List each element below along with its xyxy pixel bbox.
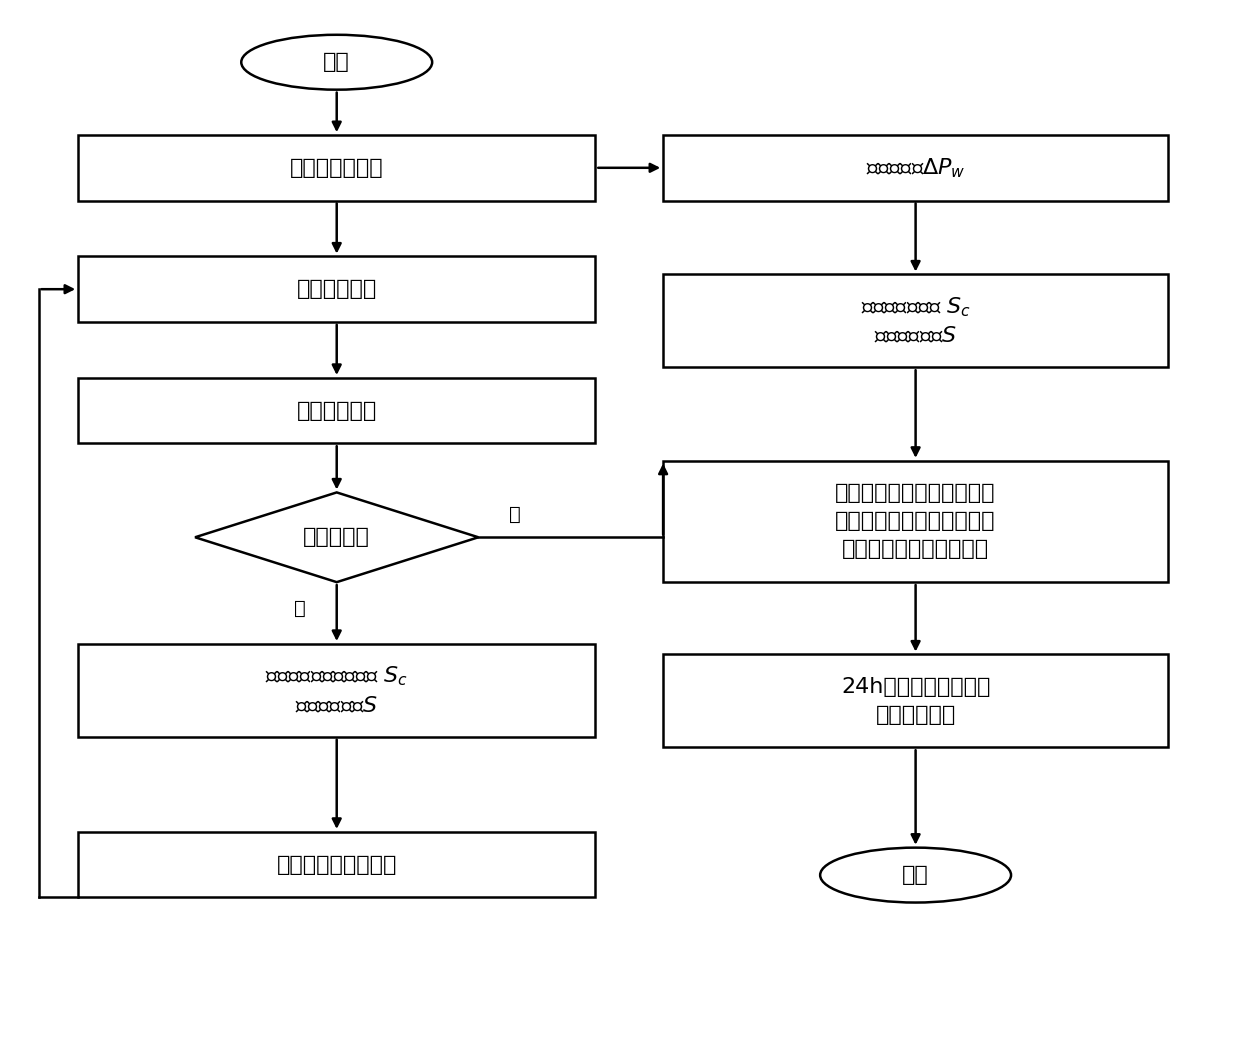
Text: 暂态稳定？: 暂态稳定？ — [304, 528, 371, 547]
Text: 开始: 开始 — [324, 52, 350, 72]
Text: 通过求解风机出力波动时的
暂态协调控制数学模型为每
一时段制定协调控制策略: 通过求解风机出力波动时的 暂态协调控制数学模型为每 一时段制定协调控制策略 — [836, 483, 996, 560]
Text: 等值两机分群: 等值两机分群 — [296, 401, 377, 420]
Text: 计算灵敏度矩阵 $S_c$
和优先级矩阵$S$: 计算灵敏度矩阵 $S_c$ 和优先级矩阵$S$ — [861, 295, 971, 347]
FancyBboxPatch shape — [78, 832, 595, 897]
FancyBboxPatch shape — [78, 135, 595, 200]
Text: 风电波动量Δ$P_w$: 风电波动量Δ$P_w$ — [866, 156, 965, 180]
FancyBboxPatch shape — [663, 135, 1168, 200]
Polygon shape — [195, 493, 479, 582]
Text: 调整发电机出力计划: 调整发电机出力计划 — [277, 854, 397, 875]
FancyBboxPatch shape — [663, 654, 1168, 747]
Ellipse shape — [242, 35, 433, 89]
FancyBboxPatch shape — [663, 461, 1168, 582]
FancyBboxPatch shape — [78, 256, 595, 322]
Text: 24h内发电计划的协调
控制策略方案: 24h内发电计划的协调 控制策略方案 — [841, 677, 991, 725]
Ellipse shape — [820, 848, 1011, 902]
Text: 计算不稳定灵敏度矩阵 $S_c$
和优先级矩阵$S$: 计算不稳定灵敏度矩阵 $S_c$ 和优先级矩阵$S$ — [265, 665, 408, 716]
FancyBboxPatch shape — [78, 378, 595, 444]
Text: 结束: 结束 — [903, 865, 929, 885]
Text: 否: 否 — [294, 599, 305, 618]
FancyBboxPatch shape — [663, 275, 1168, 367]
Text: 暂态时域仿真: 暂态时域仿真 — [296, 279, 377, 299]
Text: 设置基本运行点: 设置基本运行点 — [290, 157, 383, 178]
FancyBboxPatch shape — [78, 644, 595, 736]
Text: 是: 是 — [510, 504, 521, 523]
